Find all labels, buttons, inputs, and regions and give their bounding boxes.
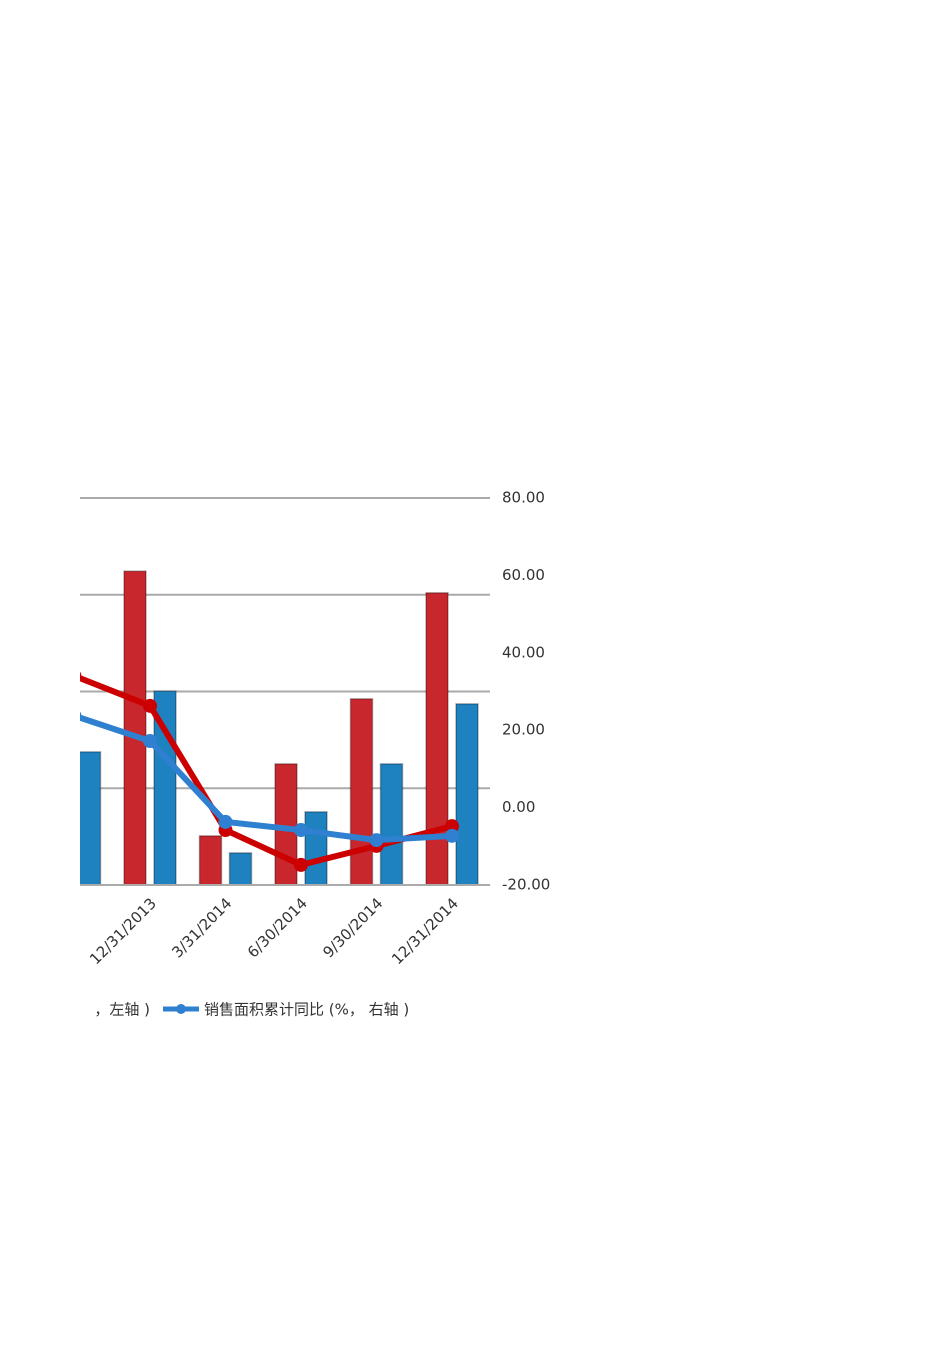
x-tick-label: 12/31/2014 — [388, 894, 462, 968]
legend-fragment: ，左轴 ) — [94, 1001, 150, 1019]
line-marker — [80, 671, 82, 681]
bar — [228, 852, 253, 886]
x-tick-label: 9/30/2014 — [319, 894, 386, 961]
y2-tick-label: 40.00 — [502, 643, 545, 661]
x-tick-label: 6/30/2014 — [244, 894, 311, 961]
bar — [274, 763, 298, 886]
bar — [425, 592, 449, 886]
bar — [455, 703, 479, 886]
line-marker — [445, 828, 459, 843]
y2-tick-label: 20.00 — [502, 721, 545, 739]
bar — [123, 570, 147, 886]
line-marker — [294, 857, 308, 872]
x-tick-label: 12/31/2013 — [86, 894, 160, 968]
line-marker — [294, 823, 308, 838]
bar — [80, 751, 102, 886]
line — [80, 674, 453, 868]
line-marker — [369, 833, 384, 848]
line-marker — [218, 814, 233, 829]
bar — [304, 811, 328, 886]
line-marker — [80, 711, 82, 721]
line-marker — [445, 819, 459, 834]
plot-area: -20.00 0.00 20.00 40.00 60.00 80.00 12/31/2013… — [80, 489, 550, 1019]
bar — [198, 835, 223, 886]
legend-marker — [176, 1004, 186, 1014]
line — [80, 714, 453, 844]
y2-tick-label: 80.00 — [502, 489, 545, 507]
y2-tick-label: 60.00 — [502, 566, 545, 584]
line-marker — [143, 698, 157, 713]
y2-tick-label: -20.00 — [502, 876, 550, 894]
bar — [379, 763, 404, 886]
legend-label: 销售面积累计同比 (%， 右轴 ) — [204, 1001, 409, 1019]
y2-tick-label: 0.00 — [502, 798, 535, 816]
line-marker — [143, 734, 157, 749]
bar — [349, 698, 374, 886]
x-tick-label: 3/31/2014 — [168, 894, 235, 961]
